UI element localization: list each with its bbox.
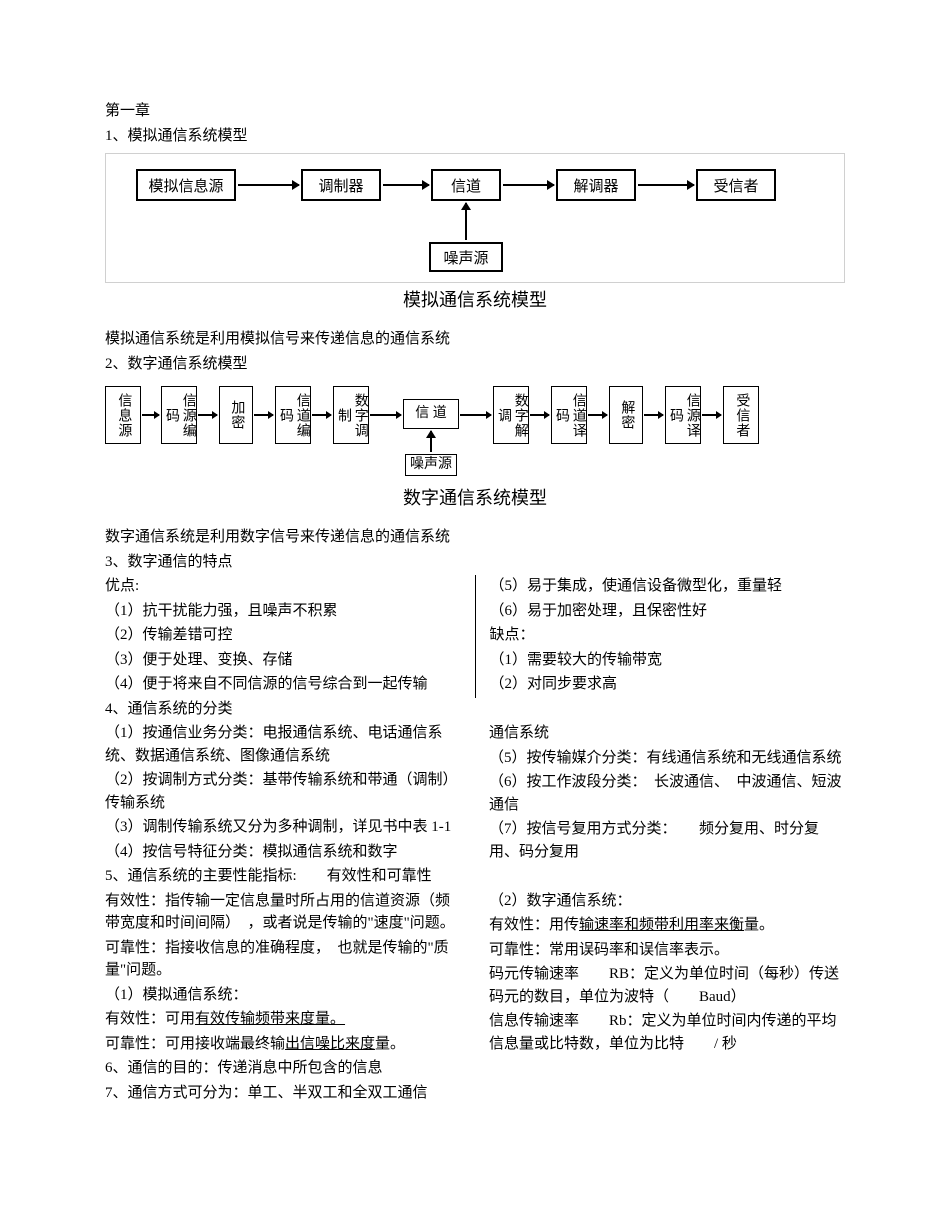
text-line: （1）需要较大的传输带宽: [490, 649, 846, 672]
section-3: 3、数字通信的特点: [105, 551, 845, 574]
section-6: 6、通信的目的：传递消息中所包含的信息: [105, 1057, 845, 1080]
diagram-node: 解调器: [556, 169, 636, 201]
section-4: 4、通信系统的分类: [105, 698, 845, 721]
arrow: [460, 414, 491, 416]
text-line: 通信系统: [489, 722, 845, 745]
text-line: 可靠性：指接收信息的准确程度， 也就是传输的"质量"问题。: [105, 937, 461, 982]
text-line: （1）按通信业务分类：电报通信系统、电话通信系统、数据通信系统、图像通信系统: [105, 722, 461, 767]
arrow: [383, 184, 429, 186]
arrow: [142, 414, 159, 416]
diagram-node: 数字调制: [333, 386, 369, 444]
columns-1: 优点:（1）抗干扰能力强，且噪声不积累（2）传输差错可控（3）便于处理、变换、存…: [105, 575, 845, 698]
arrow: [638, 184, 694, 186]
text-line: （2）传输差错可控: [105, 624, 461, 647]
text-line: （6）按工作波段分类： 长波通信、 中波通信、短波通信: [489, 771, 845, 816]
diagram-node: 受信者: [696, 169, 776, 201]
diagram-node: 模拟信息源: [136, 169, 236, 201]
diagram-1-caption: 模拟通信系统模型: [105, 287, 845, 314]
text-line: （4）便于将来自不同信源的信号综合到一起传输: [105, 673, 461, 696]
section-5: 5、通信系统的主要性能指标: 有效性和可靠性: [105, 865, 845, 888]
text-line: 信息传输速率 Rb：定义为单位时间内传递的平均信息量或比特数，单位为比特 / 秒: [489, 1010, 845, 1055]
diagram-2: 信息源信源编码加密信道编码数字调制 信 道 数字解调信道译码解密信源译码受信者噪声源: [105, 381, 845, 481]
text-line: （4）按信号特征分类：模拟通信系统和数字: [105, 841, 461, 864]
diagram-node: 受信者: [723, 386, 759, 444]
diagram-node: 噪声源: [429, 242, 503, 272]
diagram-node: 调制器: [301, 169, 381, 201]
text-line: 有效性：可用有效传输频带来度量。: [105, 1008, 461, 1031]
text-line: （2）对同步要求高: [490, 673, 846, 696]
arrow: [312, 414, 331, 416]
diagram-node: 信道译码: [551, 386, 587, 444]
columns-3: 有效性：指传输一定信息量时所占用的信道资源（频带宽度和时间间隔） ，或者说是传输…: [105, 890, 845, 1058]
text-line: 有效性：用传输速率和频带利用率来衡量。: [489, 914, 845, 937]
section-1: 1、模拟通信系统模型: [105, 125, 845, 148]
text-line: （2）数字通信系统：: [489, 890, 845, 913]
arrow: [588, 414, 607, 416]
text-line: （1）抗干扰能力强，且噪声不积累: [105, 600, 461, 623]
diagram-2-caption: 数字通信系统模型: [105, 485, 845, 512]
text-line: （1）模拟通信系统：: [105, 984, 461, 1007]
chapter-title: 第一章: [105, 100, 845, 123]
section-2: 2、数字通信系统模型: [105, 353, 845, 376]
arrow: [530, 414, 549, 416]
text-line: 有效性：指传输一定信息量时所占用的信道资源（频带宽度和时间间隔） ，或者说是传输…: [105, 890, 461, 935]
text-line: （6）易于加密处理，且保密性好: [490, 600, 846, 623]
text-line: （5）按传输媒介分类：有线通信系统和无线通信系统: [489, 747, 845, 770]
diagram-node: 噪声源: [405, 454, 457, 476]
text-line: （7）按信号复用方式分类： 频分复用、时分复用、码分复用: [489, 818, 845, 863]
diagram-node: 信息源: [105, 386, 141, 444]
text-line: 可靠性：可用接收端最终输出信噪比来度量。: [105, 1033, 461, 1056]
text-line: （3）调制传输系统又分为多种调制，详见书中表 1-1: [105, 816, 461, 839]
diagram-node: 信源编码: [161, 386, 197, 444]
columns-2: （1）按通信业务分类：电报通信系统、电话通信系统、数据通信系统、图像通信系统（2…: [105, 722, 845, 865]
diagram-node: 加密: [219, 386, 253, 444]
arrow: [702, 414, 721, 416]
arrow: [238, 184, 299, 186]
arrow: [254, 414, 273, 416]
diagram-node: 信道: [431, 169, 501, 201]
text-line: 码元传输速率 RB：定义为单位时间（每秒）传送码元的数目，单位为波特（ Baud…: [489, 963, 845, 1008]
text-line: 可靠性：常用误码率和误信率表示。: [489, 939, 845, 962]
text-line: （3）便于处理、变换、存储: [105, 649, 461, 672]
arrow: [430, 431, 432, 452]
text-line: （2）按调制方式分类：基带传输系统和带通（调制）传输系统: [105, 769, 461, 814]
arrow: [503, 184, 554, 186]
diagram-1-desc: 模拟通信系统是利用模拟信号来传递信息的通信系统: [105, 328, 845, 351]
diagram-1: 模拟信息源 调制器 信道 解调器 受信者噪声源: [105, 153, 845, 283]
diagram-2-desc: 数字通信系统是利用数字信号来传递信息的通信系统: [105, 526, 845, 549]
arrow: [198, 414, 217, 416]
text-line: 缺点：: [490, 624, 846, 647]
diagram-node: 解密: [609, 386, 643, 444]
text-line: （5）易于集成，使通信设备微型化，重量轻: [490, 575, 846, 598]
arrow: [465, 203, 467, 240]
arrow: [370, 414, 401, 416]
text-line: 优点:: [105, 575, 461, 598]
diagram-node: 信道编码: [275, 386, 311, 444]
section-7: 7、通信方式可分为：单工、半双工和全双工通信: [105, 1082, 845, 1105]
diagram-node: 信源译码: [665, 386, 701, 444]
diagram-node: 信 道: [403, 399, 459, 429]
arrow: [644, 414, 663, 416]
diagram-node: 数字解调: [493, 386, 529, 444]
